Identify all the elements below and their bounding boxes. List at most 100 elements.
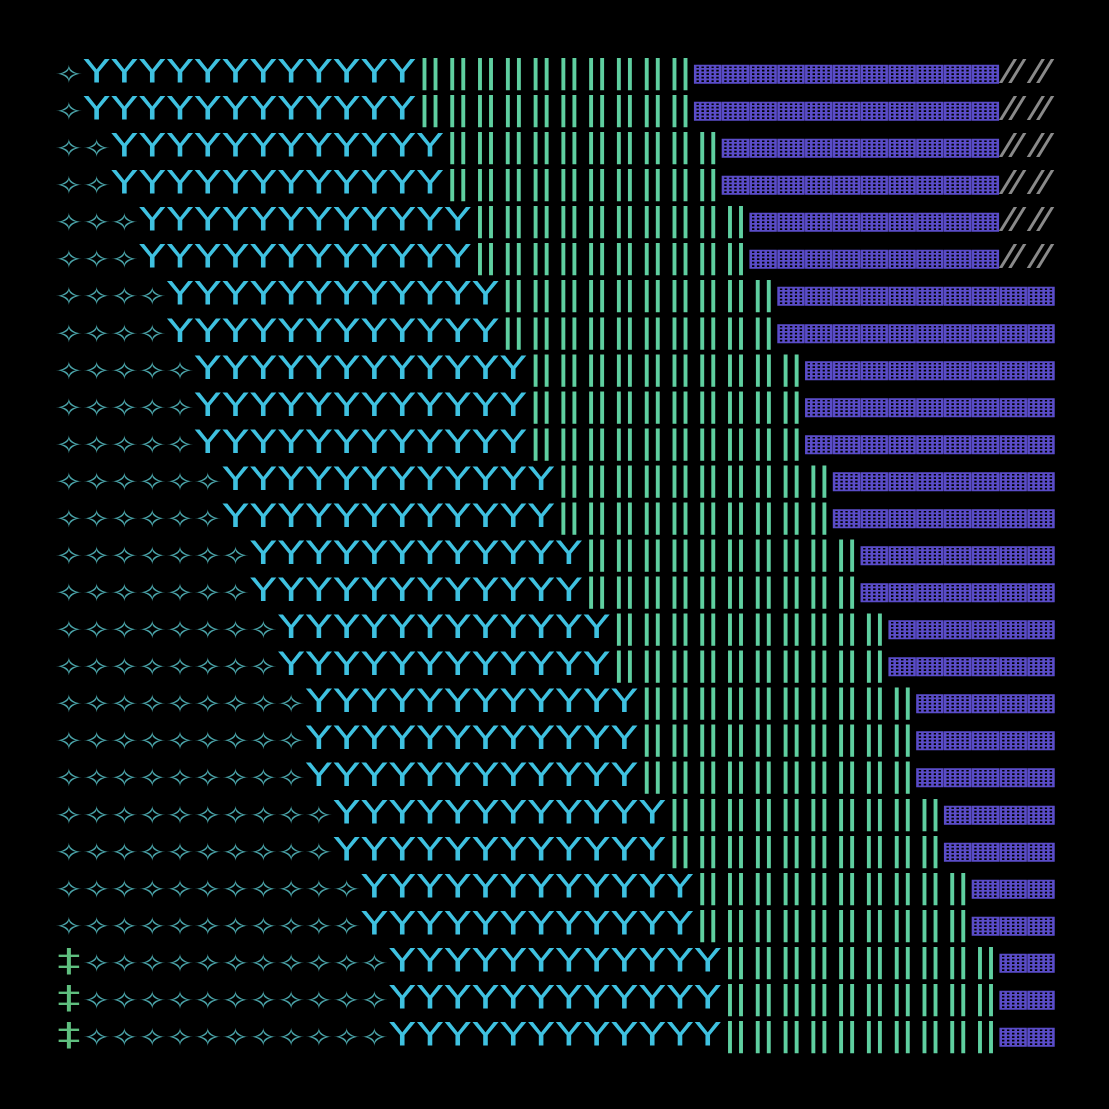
glyph-run: ✧✧✧✧✧✧ — [55, 497, 222, 535]
glyph-run: ▦▦▦ — [972, 904, 1056, 942]
glyph-run: ‡ — [55, 1015, 83, 1053]
glyph-run: ‖‖‖‖‖‖‖‖‖‖ — [583, 571, 861, 609]
glyph-run: YYYYYYYYYYYY — [249, 571, 582, 609]
glyph-run: ✧✧✧✧✧✧✧✧✧ — [55, 756, 305, 794]
glyph-run: ▦▦▦▦▦▦▦▦▦▦ — [777, 312, 1056, 350]
glyph-run: YYYYYYYYYYYY — [305, 682, 638, 720]
glyph-run: ⫽⫽ — [997, 164, 1055, 202]
glyph-run: YYYYYYYYYYYY — [277, 608, 610, 646]
glyph-run: ▦▦▦▦▦▦▦▦▦ — [805, 349, 1056, 387]
glyph-run: YYYYYYYYYYYY — [166, 275, 499, 313]
glyph-run: ✧✧✧ — [55, 238, 138, 276]
glyph-run: ▦▦▦▦▦▦▦ — [861, 534, 1057, 572]
glyph-run: ▦▦▦▦▦▦▦ — [861, 571, 1057, 609]
glyph-run: ‖‖‖‖‖‖‖‖‖‖ — [555, 497, 833, 535]
glyph-run: YYYYYYYYYYYY — [222, 497, 555, 535]
glyph-run: ‡ — [55, 941, 83, 979]
glyph-run: ▦▦▦▦ — [944, 793, 1056, 831]
glyph-run: ‖‖‖‖‖‖‖‖‖‖ — [416, 90, 694, 128]
glyph-run: ✧✧ — [55, 164, 111, 202]
glyph-run: ‖‖‖‖‖‖‖‖‖‖ — [416, 53, 694, 91]
glyph-run: ✧✧✧✧✧✧ — [55, 460, 222, 498]
glyph-run: YYYYYYYYYYYY — [249, 534, 582, 572]
glyph-run: ‖‖‖‖‖‖‖‖‖‖ — [638, 719, 916, 757]
glyph-run: YYYYYYYYYYYY — [111, 164, 444, 202]
glyph-run: YYYYYYYYYYYY — [194, 349, 527, 387]
glyph-run: ‖‖‖‖‖‖‖‖‖‖ — [722, 978, 1000, 1016]
glyph-run: ⫽⫽ — [997, 201, 1055, 239]
glyph-run: ✧ — [55, 53, 83, 91]
glyph-run: ‖‖‖‖‖‖‖‖‖‖ — [666, 793, 944, 831]
glyph-run: ✧✧✧✧ — [55, 312, 166, 350]
glyph-run: ▦▦▦▦▦▦▦▦▦ — [749, 238, 1000, 276]
glyph-run: ✧✧✧✧✧✧✧✧✧✧✧ — [83, 978, 389, 1016]
glyph-run: ✧✧✧✧✧✧✧✧✧✧✧ — [83, 941, 389, 979]
glyph-run: ▦▦▦▦▦▦▦▦▦ — [805, 386, 1056, 424]
glyph-run: ✧✧✧✧✧✧✧✧✧✧✧ — [55, 867, 361, 905]
glyph-run: ‖‖‖‖‖‖‖‖‖‖ — [555, 460, 833, 498]
glyph-run: ▦▦▦▦▦ — [916, 719, 1056, 757]
glyph-run: YYYYYYYYYYYY — [305, 756, 638, 794]
glyph-run: ‖‖‖‖‖‖‖‖‖‖ — [472, 238, 750, 276]
glyph-run: ‖‖‖‖‖‖‖‖‖‖ — [499, 275, 777, 313]
glyph-run: YYYYYYYYYYYY — [83, 90, 416, 128]
glyph-run: ✧✧✧✧ — [55, 275, 166, 313]
glyph-run: ▦▦▦▦▦▦▦▦▦▦ — [722, 164, 1001, 202]
glyph-run: YYYYYYYYYYYY — [305, 719, 638, 757]
glyph-run: YYYYYYYYYYYY — [277, 645, 610, 683]
glyph-run: YYYYYYYYYYYY — [194, 423, 527, 461]
glyph-run: ‖‖‖‖‖‖‖‖‖‖ — [694, 867, 972, 905]
glyph-run: ▦▦ — [999, 978, 1056, 1016]
glyph-run: ‖‖‖‖‖‖‖‖‖‖ — [444, 164, 722, 202]
glyph-run: ▦▦▦▦ — [944, 830, 1056, 868]
glyph-run: YYYYYYYYYYYY — [333, 793, 666, 831]
glyph-run: YYYYYYYYYYYY — [333, 830, 666, 868]
glyph-run: YYYYYYYYYYYY — [388, 978, 721, 1016]
glyph-run: ✧✧✧✧✧ — [55, 349, 194, 387]
glyph-run: ▦▦▦▦▦▦▦▦▦ — [805, 423, 1056, 461]
glyph-run: ▦▦▦ — [972, 867, 1056, 905]
glyph-run: ▦▦ — [999, 1015, 1056, 1053]
glyph-run: ▦▦▦▦▦▦ — [888, 645, 1056, 683]
glyph-run: YYYYYYYYYYYY — [361, 904, 694, 942]
glyph-run: YYYYYYYYYYYY — [222, 460, 555, 498]
glyph-run: ‖‖‖‖‖‖‖‖‖‖ — [722, 1015, 1000, 1053]
glyph-run: ▦▦▦▦▦ — [916, 756, 1056, 794]
glyph-run: ‖‖‖‖‖‖‖‖‖‖ — [638, 756, 916, 794]
glyph-run: ▦▦▦▦▦▦▦▦ — [833, 460, 1056, 498]
glyph-run: ✧✧✧✧✧✧✧✧ — [55, 645, 277, 683]
glyph-run: ‖‖‖‖‖‖‖‖‖‖ — [694, 904, 972, 942]
glyph-run: YYYYYYYYYYYY — [166, 312, 499, 350]
glyph-run: ⫽⫽ — [997, 127, 1055, 165]
glyph-run: ✧✧✧✧✧✧✧ — [55, 571, 249, 609]
glyph-run: YYYYYYYYYYYY — [138, 238, 471, 276]
glyph-run: ▦▦▦▦▦▦▦▦▦▦▦ — [694, 90, 1001, 128]
glyph-run: ‖‖‖‖‖‖‖‖‖‖ — [638, 682, 916, 720]
glyph-run: ‖‖‖‖‖‖‖‖‖‖ — [722, 941, 1000, 979]
glyph-run: ‖‖‖‖‖‖‖‖‖‖ — [611, 645, 889, 683]
glyph-run: ‖‖‖‖‖‖‖‖‖‖ — [527, 423, 805, 461]
glyph-run: ✧ — [55, 90, 83, 128]
glyph-run: YYYYYYYYYYYY — [388, 1015, 721, 1053]
glyph-run: ✧✧✧✧✧✧✧✧✧✧ — [55, 830, 333, 868]
glyph-run: ‖‖‖‖‖‖‖‖‖‖ — [666, 830, 944, 868]
glyph-run: ✧✧✧✧✧✧✧✧✧ — [55, 682, 305, 720]
glyph-run: ▦▦ — [999, 941, 1056, 979]
glyph-run: ⫽⫽ — [997, 90, 1055, 128]
glyph-run: ▦▦▦▦▦▦▦▦▦▦▦ — [694, 53, 1001, 91]
glyph-run: ⫽⫽ — [997, 238, 1055, 276]
glyph-run: ‖‖‖‖‖‖‖‖‖‖ — [611, 608, 889, 646]
glyph-run: ✧✧✧✧✧✧✧✧✧✧ — [55, 793, 333, 831]
glyph-run: YYYYYYYYYYYY — [111, 127, 444, 165]
glyph-run: ✧✧✧✧✧✧✧✧✧✧✧ — [83, 1015, 389, 1053]
glyph-run: YYYYYYYYYYYY — [388, 941, 721, 979]
glyph-run: YYYYYYYYYYYY — [361, 867, 694, 905]
glyph-run: ✧✧✧✧✧✧✧ — [55, 534, 249, 572]
glyph-run: ‖‖‖‖‖‖‖‖‖‖ — [472, 201, 750, 239]
glyph-run: ✧✧ — [55, 127, 111, 165]
glyph-run: YYYYYYYYYYYY — [194, 386, 527, 424]
glyph-run: ‖‖‖‖‖‖‖‖‖‖ — [527, 349, 805, 387]
glyph-run: ▦▦▦▦▦▦▦▦▦▦ — [777, 275, 1056, 313]
